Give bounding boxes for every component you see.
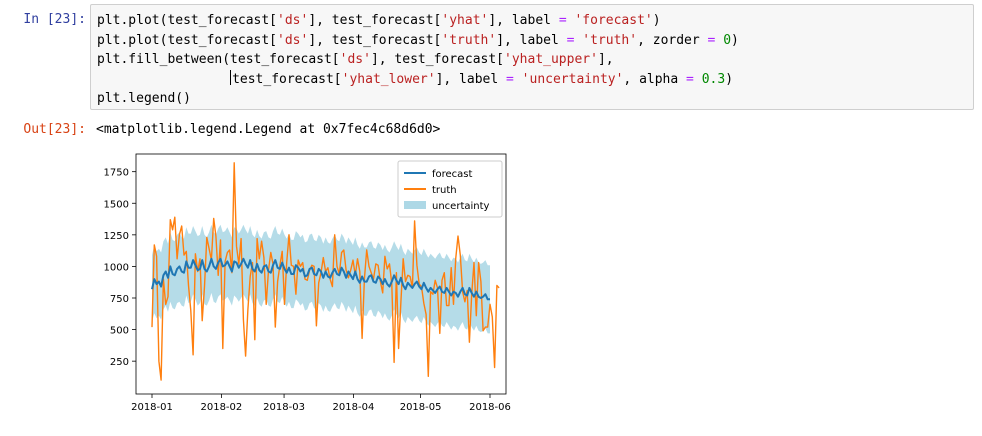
code-token: 0	[723, 32, 732, 48]
output-prompt: Out[23]:	[23, 122, 86, 137]
code-line: test_forecast['yhat_lower'], label = 'un…	[97, 69, 973, 90]
x-tick-label: 2018-06	[469, 402, 511, 413]
x-tick-label: 2018-02	[200, 402, 242, 413]
code-line: plt.plot(test_forecast['ds'], test_forec…	[97, 31, 973, 51]
uncertainty-band	[152, 224, 490, 334]
code-token: 'yhat_upper'	[504, 52, 598, 67]
y-tick-label: 1000	[104, 262, 129, 273]
code-token: 'ds'	[277, 32, 309, 48]
code-token: , alpha	[623, 71, 687, 87]
axes-frame	[135, 153, 507, 395]
code-token: ],	[597, 52, 614, 67]
code-token: plt.fill_between(test_forecast[	[97, 52, 340, 67]
code-token: ], test_forecast[	[308, 13, 442, 28]
code-token: 'forecast'	[574, 13, 653, 28]
code-input-area[interactable]: plt.plot(test_forecast['ds'], test_forec…	[90, 4, 974, 110]
y-tick-label: 750	[110, 294, 129, 305]
x-tick-label: 2018-05	[400, 402, 442, 413]
code-token: test_forecast[	[232, 71, 342, 87]
legend-truth-label: truth	[432, 185, 457, 196]
code-token: 0.3	[701, 71, 726, 87]
code-token: 'truth'	[441, 32, 497, 48]
code-token	[694, 72, 702, 87]
y-tick-label: 1250	[104, 231, 129, 242]
y-tick-label: 500	[110, 326, 129, 337]
code-token	[97, 72, 230, 87]
code-token: , zorder	[637, 32, 708, 48]
forecast-line	[151, 257, 490, 301]
code-token: ], label	[488, 13, 559, 28]
text-cursor	[230, 69, 232, 85]
x-tick-label: 2018-04	[333, 402, 375, 413]
x-tick-label: 2018-01	[131, 402, 173, 413]
code-line: plt.plot(test_forecast['ds'], test_forec…	[97, 11, 973, 31]
code-line: plt.fill_between(test_forecast['ds'], te…	[97, 50, 973, 70]
code-token: =	[558, 13, 567, 28]
y-tick-label: 1500	[104, 199, 129, 210]
code-token: 'yhat_lower'	[341, 71, 436, 87]
code-token: 'ds'	[277, 13, 309, 28]
forecast-chart: 250 500 750 1000 1250 1500 1750 2018-01 2018-02 2…	[104, 153, 511, 413]
y-tick-label: 1750	[104, 168, 129, 179]
legend-uncertainty-swatch	[404, 201, 426, 209]
code-token: )	[725, 71, 734, 87]
code-token: plt.plot(test_forecast[	[97, 13, 278, 28]
code-token: =	[566, 32, 575, 48]
code-token: ], label	[435, 71, 507, 87]
code-token: =	[707, 32, 716, 48]
code-token: )	[731, 32, 739, 48]
x-tick-label: 2018-03	[263, 402, 305, 413]
code-token: 'uncertainty'	[521, 71, 624, 87]
legend-uncertainty-label: uncertainty	[432, 201, 490, 212]
code-token: ], label	[496, 32, 567, 48]
input-prompt: In [23]:	[23, 12, 86, 27]
code-token: plt.legend()	[97, 91, 191, 106]
legend-forecast-label: forecast	[432, 169, 473, 180]
code-token: 'truth'	[582, 32, 638, 48]
code-token: ], test_forecast[	[308, 32, 442, 48]
code-token: )	[652, 13, 661, 28]
code-token	[514, 72, 522, 87]
code-token: =	[686, 71, 694, 87]
code-line: plt.legend()	[97, 89, 973, 109]
code-token: 'yhat'	[441, 13, 489, 28]
y-tick-label: 250	[110, 357, 129, 368]
code-token: plt.plot(test_forecast[	[97, 32, 278, 48]
code-token: 'ds'	[339, 52, 371, 67]
code-editor[interactable]: plt.plot(test_forecast['ds'], test_forec…	[97, 11, 973, 109]
code-token: =	[506, 71, 514, 87]
code-token: ], test_forecast[	[370, 52, 505, 67]
output-text: <matplotlib.legend.Legend at 0x7fec4c68d…	[96, 122, 441, 137]
